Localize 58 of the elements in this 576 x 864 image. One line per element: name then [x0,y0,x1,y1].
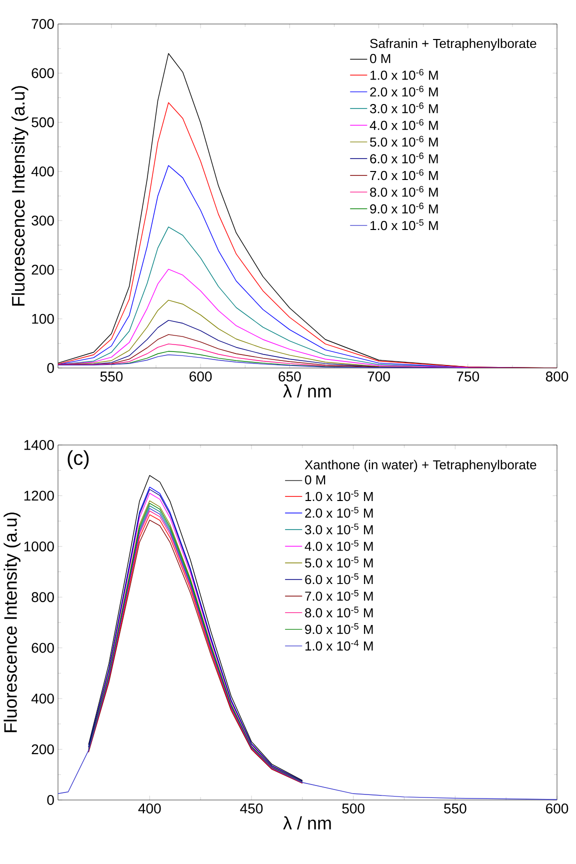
x-tick-label: 650 [278,372,301,382]
y-tick-label: 400 [31,694,54,704]
legend-label: 5.0 x 10$^{-5}$ M [305,556,373,568]
line-series [58,354,468,368]
x-tick-label: 700 [368,372,390,382]
y-tick-label: 600 [32,68,54,78]
legend-label: 0 M [304,475,326,484]
y-axis-title: Fluorescence Intensity (a.u) [4,512,20,732]
y-axis-title: Fluorescence Intensity (a.u) [11,86,28,306]
x-tick-label: 750 [456,372,480,382]
legend-label: 8.0 x 10$^{-6}$ M [370,186,438,197]
y-tick-label: 0 [47,363,54,373]
legend-label: 3.0 x 10$^{-5}$ M [304,524,373,534]
y-tick-label: 200 [32,744,54,754]
x-tick-label: 450 [240,804,263,814]
y-tick-label: 200 [32,264,54,275]
y-tick-label: 0 [47,795,54,805]
legend-label: 0 M [370,54,390,64]
legend-label: 1.0 x 10$^{-6}$ M [370,69,438,80]
legend-label: 8.0 x 10$^{-5}$ M [305,606,373,618]
x-axis-title: λ / nm [283,816,331,830]
y-tick-label: 100 [32,314,54,324]
legend-label: 6.0 x 10$^{-6}$ M [370,152,438,164]
legend-label: 9.0 x 10$^{-6}$ M [370,202,438,214]
x-tick-label: 550 [444,804,466,814]
legend-label: 2.0 x 10$^{-5}$ M [305,506,373,518]
legend-label: 9.0 x 10$^{-5}$ M [305,623,373,634]
legend-label: 4.0 x 10$^{-6}$ M [370,119,438,130]
x-tick-label: 550 [100,372,123,382]
x-tick-label: 800 [546,372,568,382]
y-tick-label: 600 [32,642,54,653]
line-series [58,508,557,800]
x-tick-label: 600 [546,804,568,814]
x-tick-label: 400 [138,804,161,814]
legend-title: Xanthone (in water) + Tetraphenylborate [304,460,536,472]
annotation: (c) [68,450,89,469]
y-tick-label: 400 [31,166,54,176]
legend-label: 7.0 x 10$^{-6}$ M [370,169,438,180]
y-tick-label: 800 [32,592,54,602]
legend-label: 1.0 x 10$^{-5}$ M [305,490,373,502]
legend-title: Safranin + Tetraphenylborate [370,38,536,51]
x-tick-label: 500 [342,804,364,814]
legend-label: 6.0 x 10$^{-5}$ M [305,573,373,584]
legend-label: 1.0 x 10$^{-5}$ M [370,219,438,230]
y-tick-label: 1000 [24,541,54,552]
x-axis-title: λ / nm [283,384,331,398]
y-tick-label: 500 [32,117,54,128]
x-tick-label: 600 [190,372,212,382]
legend-label: 3.0 x 10$^{-6}$ M [370,102,438,114]
legend-label: 2.0 x 10$^{-6}$ M [370,86,438,97]
legend-label: 4.0 x 10$^{-5}$ M [304,540,373,551]
y-tick-label: 1400 [24,440,54,450]
legend-label: 1.0 x 10$^{-4}$ M [305,640,373,651]
y-tick-label: 300 [32,216,54,226]
legend-label: 5.0 x 10$^{-6}$ M [370,136,438,147]
y-tick-label: 700 [32,19,54,29]
legend-label: 7.0 x 10$^{-5}$ M [305,590,373,601]
y-tick-label: 1200 [24,490,54,501]
